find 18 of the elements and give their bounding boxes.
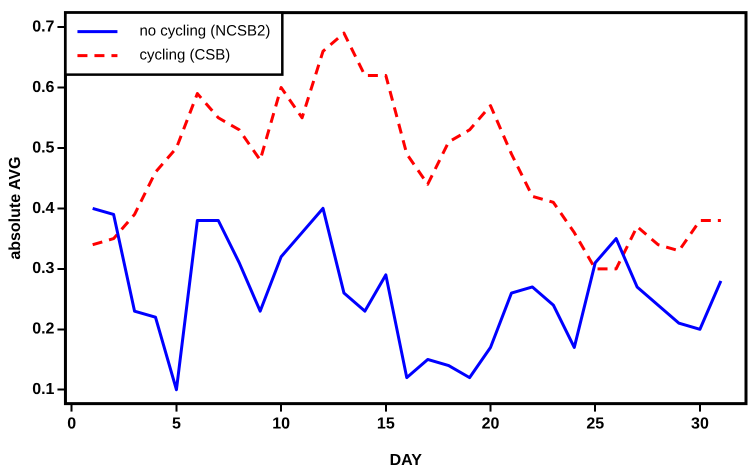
x-tick-label: 30 <box>691 416 709 433</box>
y-tick-label: 0.6 <box>32 78 55 96</box>
y-tick-label: 0.5 <box>32 139 55 156</box>
legend-label: no cycling (NCSB2) <box>139 22 270 40</box>
legend-label: cycling (CSB) <box>139 46 230 64</box>
x-tick-label: 20 <box>482 416 500 433</box>
y-tick-label: 0.3 <box>32 260 55 278</box>
x-tick-label: 0 <box>67 416 76 433</box>
y-tick-label: 0.7 <box>32 18 55 36</box>
x-tick-label: 15 <box>376 416 395 433</box>
y-tick-label: 0.2 <box>32 320 55 338</box>
x-tick-label: 5 <box>172 416 181 433</box>
y-axis-title: absolute AVG <box>7 156 24 260</box>
y-tick-label: 0.1 <box>32 381 55 398</box>
x-tick-label: 25 <box>586 416 604 433</box>
x-axis-title: DAY <box>390 452 422 469</box>
x-tick-label: 10 <box>272 416 290 433</box>
y-tick-label: 0.4 <box>32 200 55 217</box>
